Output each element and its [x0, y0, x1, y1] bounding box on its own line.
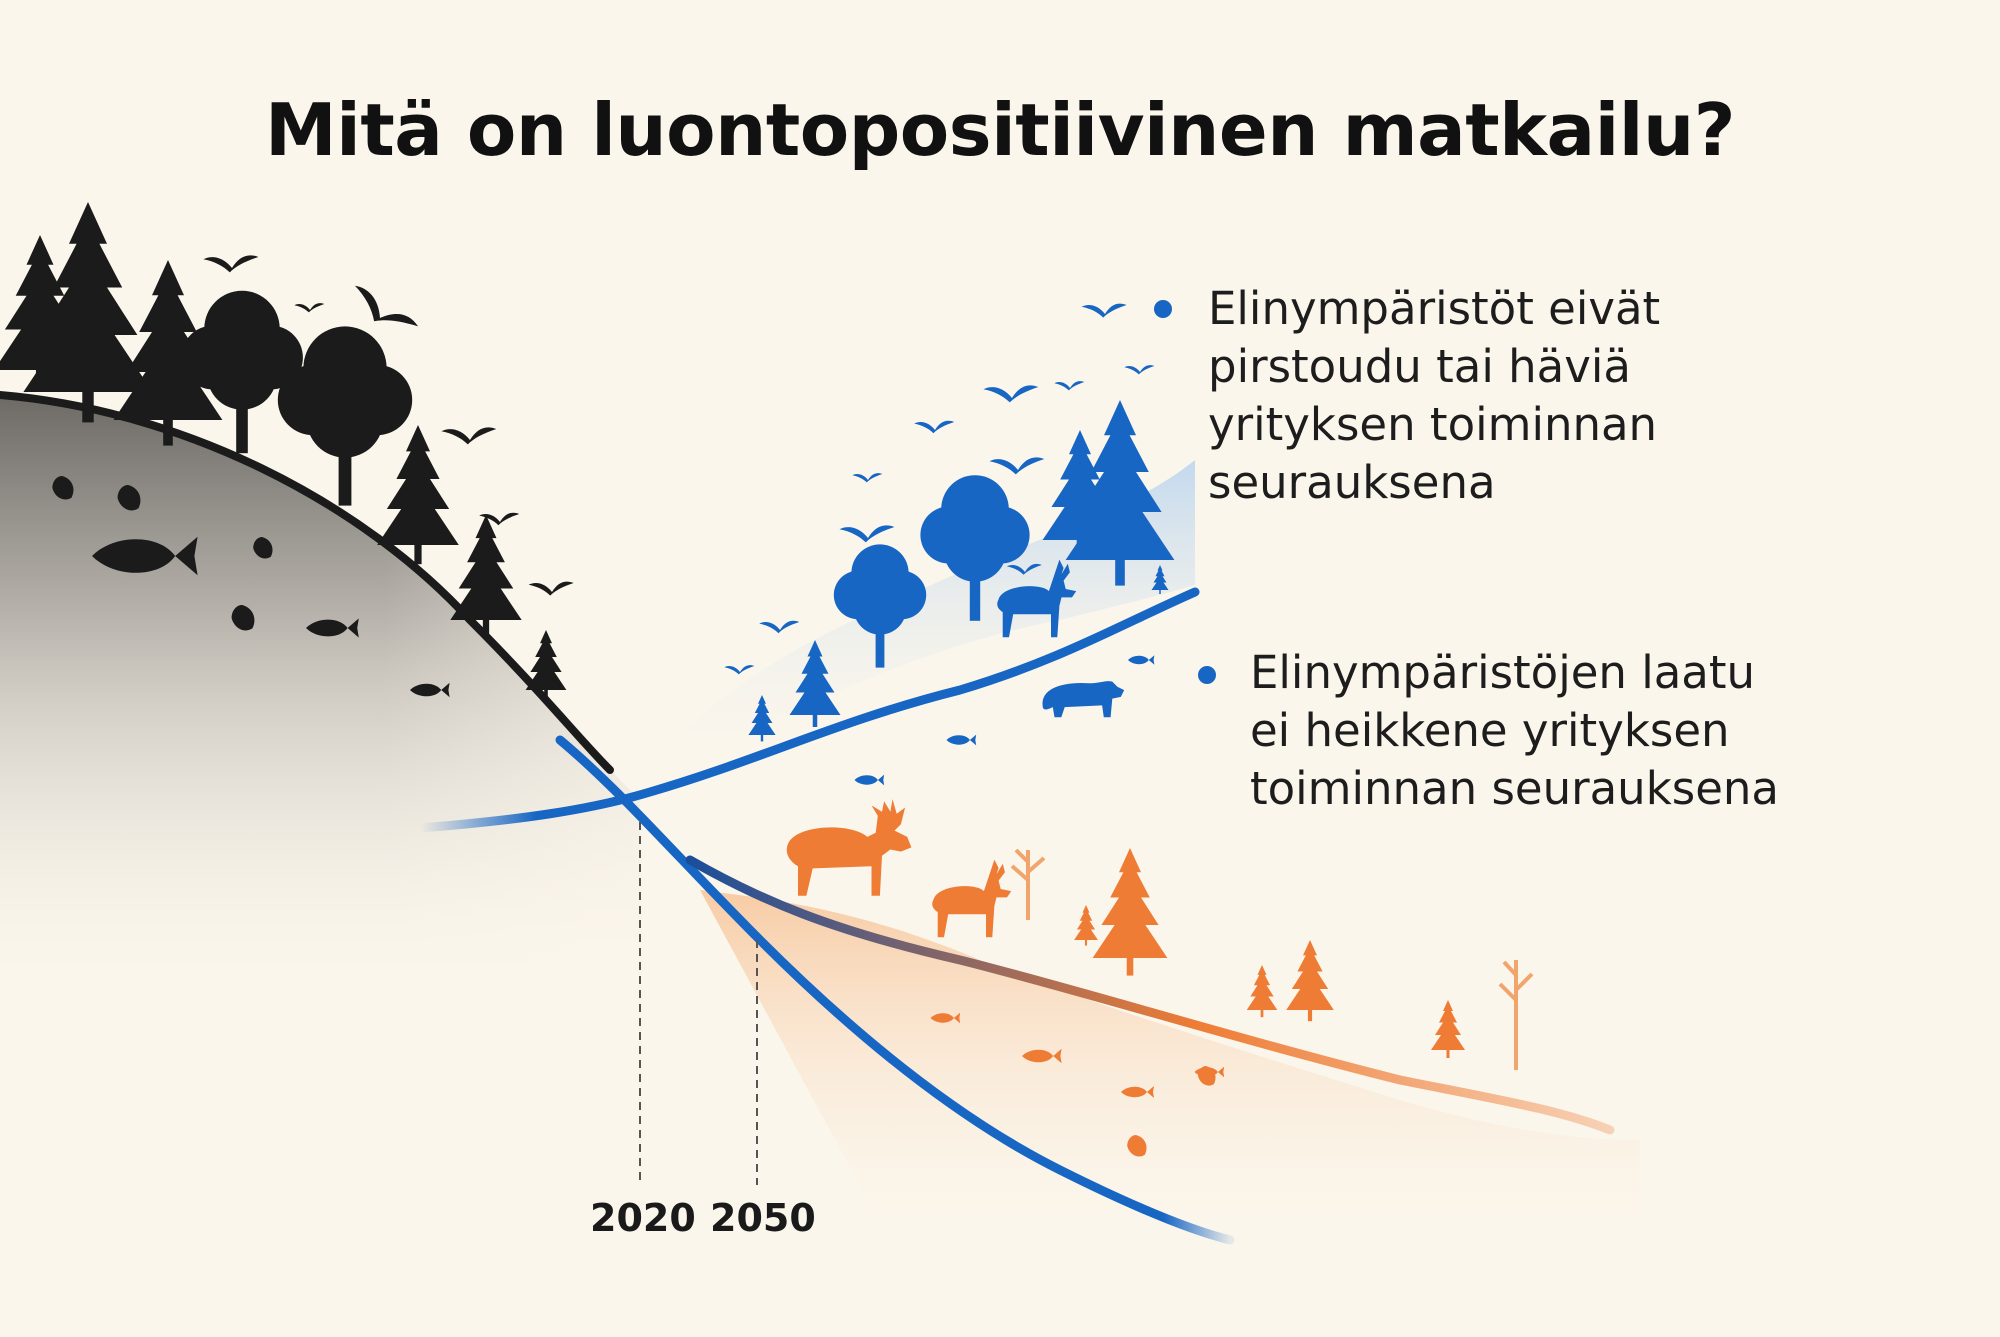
- bullet-line: pirstoudu tai häviä: [1208, 340, 1631, 393]
- bullet-line: Elinympäristöt eivät: [1208, 282, 1661, 335]
- rising-blue-line: [415, 587, 1200, 833]
- conifer-tree-icon: [1246, 965, 1278, 1018]
- bullet-line: toiminnan seurauksena: [1250, 762, 1779, 815]
- fish-icon: [946, 734, 977, 746]
- bullet-dot-icon: [1154, 300, 1172, 318]
- bullet-dot-icon: [1198, 666, 1216, 684]
- bird-icon: [914, 420, 955, 434]
- bullet-line: yrityksen toiminnan: [1208, 398, 1658, 451]
- bird-icon: [989, 457, 1045, 475]
- bird-icon: [983, 385, 1039, 403]
- dark-hill-ridge: [0, 391, 614, 774]
- year-label-2050: 2050: [710, 1196, 816, 1240]
- fish-icon: [1128, 655, 1155, 665]
- bird-icon: [203, 255, 259, 273]
- page-title: Mitä on luontopositiivinen matkailu?: [265, 88, 1735, 172]
- conifer-tree-icon: [1092, 848, 1168, 976]
- year-label-2020: 2020: [590, 1196, 696, 1240]
- orange-plateau-line: [685, 855, 1615, 1135]
- conifer-tree-icon: [377, 425, 459, 565]
- orange-bare-trees: [1010, 848, 1534, 1070]
- conifer-tree-icon: [450, 515, 522, 637]
- bullet-habitat-quality: Elinympäristöjen laatu ei heikkene yrity…: [1198, 644, 1950, 818]
- bullet-line: ei heikkene yrityksen: [1250, 704, 1730, 757]
- bird-icon: [839, 525, 895, 543]
- bullet-text: Elinympäristöt eivät pirstoudu tai häviä…: [1208, 280, 1908, 512]
- bare-tree-icon: [1010, 848, 1046, 920]
- bird-icon: [294, 303, 325, 313]
- conifer-tree-icon: [1286, 940, 1334, 1022]
- bullet-text: Elinympäristöjen laatu ei heikkene yrity…: [1250, 644, 1950, 818]
- conifer-tree-icon: [1431, 1000, 1465, 1058]
- bird-icon: [1081, 303, 1127, 318]
- conifer-tree-icon: [525, 630, 567, 700]
- bird-icon: [1124, 365, 1155, 375]
- deciduous-tree-icon: [181, 290, 303, 454]
- deer-icon: [932, 859, 1012, 938]
- bird-icon: [441, 427, 497, 445]
- bear-icon: [1042, 681, 1125, 718]
- bird-icon: [852, 473, 883, 483]
- bird-icon: [1054, 381, 1085, 391]
- conifer-tree-icon: [1074, 905, 1098, 946]
- bullet-habitat-fragmentation: Elinympäristöt eivät pirstoudu tai häviä…: [1154, 280, 1908, 512]
- descending-blue-line: [555, 735, 1235, 1245]
- moose-icon: [786, 799, 912, 896]
- fish-icon: [854, 774, 885, 786]
- bare-tree-icon: [1498, 960, 1534, 1070]
- orange-habitat-area: [700, 890, 1640, 1260]
- bird-icon: [759, 620, 800, 634]
- bird-icon: [724, 665, 755, 675]
- bird-icon: [528, 581, 574, 596]
- bullet-line: Elinympäristöjen laatu: [1250, 646, 1756, 699]
- bullet-line: seurauksena: [1208, 456, 1496, 509]
